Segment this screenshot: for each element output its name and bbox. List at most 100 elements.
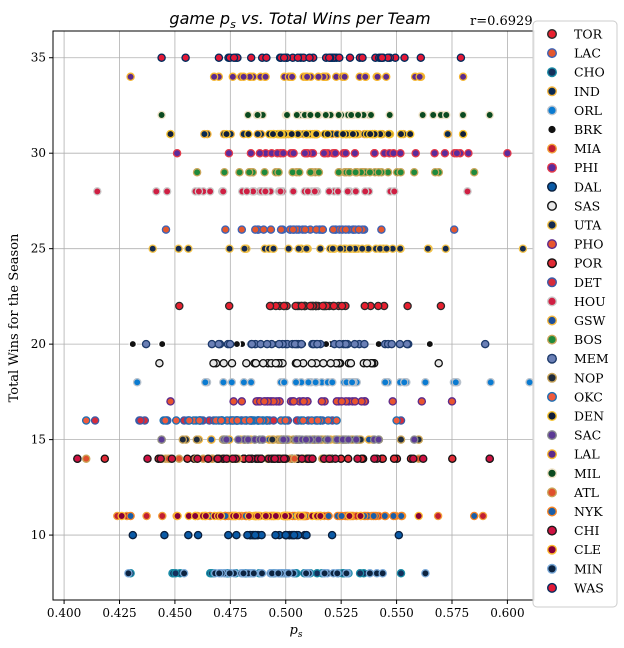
x-tick-label: 0.475 — [213, 606, 247, 620]
point-min — [239, 569, 248, 578]
legend-item-sas: SAS — [547, 198, 600, 213]
point-lal — [373, 72, 382, 82]
point-uta — [316, 244, 325, 253]
point-cho — [312, 569, 322, 578]
legend-marker — [547, 200, 558, 211]
point-nyk — [324, 511, 333, 521]
point-was — [246, 53, 256, 62]
point-cle — [414, 511, 423, 521]
point-hou — [360, 187, 370, 196]
point-atl — [290, 454, 299, 463]
point-phi — [389, 148, 398, 158]
legend-label: UTA — [574, 218, 602, 233]
point-sac — [157, 435, 166, 444]
point-min — [320, 569, 329, 578]
point-was — [279, 53, 289, 62]
point-mem — [247, 339, 257, 349]
point-pho — [417, 397, 427, 406]
point-phi — [440, 148, 450, 158]
legend-label: NOP — [574, 370, 604, 385]
point-hou — [303, 187, 313, 196]
point-okc — [298, 416, 308, 425]
point-mem — [225, 339, 235, 349]
legend: TOR LAC CHO IND ORL BRK MIA PHI DAL SAS UTA PHO POR D… — [532, 20, 618, 608]
point-sas — [258, 358, 268, 368]
point-bos — [409, 168, 419, 177]
point-lac — [328, 225, 338, 234]
point-brk — [425, 339, 435, 349]
point-sac — [243, 435, 253, 444]
point-phi — [331, 148, 340, 158]
legend-item-cho: CHO — [547, 65, 605, 80]
point-sas — [155, 358, 164, 368]
point-cle — [216, 511, 226, 521]
legend-marker — [547, 487, 558, 498]
point-dal — [281, 530, 291, 540]
point-mem — [274, 339, 284, 349]
point-okc — [255, 416, 265, 425]
point-tor — [373, 301, 383, 311]
point-dal — [184, 530, 193, 540]
point-mem — [214, 339, 223, 349]
point-atl — [174, 454, 184, 463]
point-cle — [261, 511, 271, 521]
legend-item-nyk: NYK — [547, 504, 603, 519]
point-sac — [234, 435, 243, 444]
point-chi — [409, 454, 418, 463]
point-orl — [380, 378, 390, 387]
point-hou — [276, 187, 285, 196]
legend-label: DAL — [574, 179, 601, 194]
legend-item-tor: TOR — [547, 27, 603, 42]
legend-marker — [547, 334, 558, 345]
point-okc — [323, 416, 333, 425]
x-axis-label: ps — [290, 623, 303, 640]
legend-marker — [547, 219, 558, 230]
point-mil — [353, 110, 363, 120]
point-mem — [360, 339, 369, 349]
point-mem — [262, 339, 272, 349]
point-okc — [392, 416, 401, 425]
point-chi — [308, 454, 317, 463]
point-dal — [302, 530, 311, 540]
point-chi — [193, 454, 202, 463]
point-mil — [346, 110, 356, 120]
point-sas — [271, 358, 281, 368]
legend-label: HOU — [574, 294, 606, 309]
point-sac — [258, 435, 268, 444]
point-min — [124, 569, 133, 578]
point-mil — [485, 110, 494, 120]
point-min — [179, 569, 189, 578]
point-uta — [302, 244, 311, 253]
point-lal — [239, 72, 248, 82]
point-nyk — [389, 511, 398, 521]
point-min — [214, 569, 224, 578]
point-bos — [351, 168, 360, 177]
point-pho — [229, 397, 238, 406]
point-uta — [225, 244, 234, 253]
point-den — [311, 129, 321, 139]
legend-marker — [547, 162, 558, 173]
point-phi — [396, 148, 405, 158]
point-mem — [387, 339, 396, 349]
point-sac — [351, 435, 361, 444]
point-sas — [307, 358, 317, 368]
point-ind — [200, 129, 209, 139]
point-mem — [395, 339, 405, 349]
series-okc — [81, 416, 401, 425]
point-chi — [143, 454, 152, 463]
point-phi — [255, 148, 265, 158]
x-tick-label: 0.500 — [269, 606, 303, 620]
point-okc — [281, 416, 290, 425]
point-bos — [220, 168, 229, 177]
point-lac — [276, 225, 286, 234]
point-tor — [175, 301, 184, 311]
point-hou — [205, 187, 215, 196]
point-min — [421, 569, 430, 578]
point-orl — [400, 378, 409, 387]
point-lal — [261, 72, 270, 82]
point-den — [276, 129, 285, 139]
point-sas — [242, 358, 251, 368]
point-den — [365, 129, 375, 139]
point-sas — [362, 358, 372, 368]
point-orl — [304, 378, 313, 387]
